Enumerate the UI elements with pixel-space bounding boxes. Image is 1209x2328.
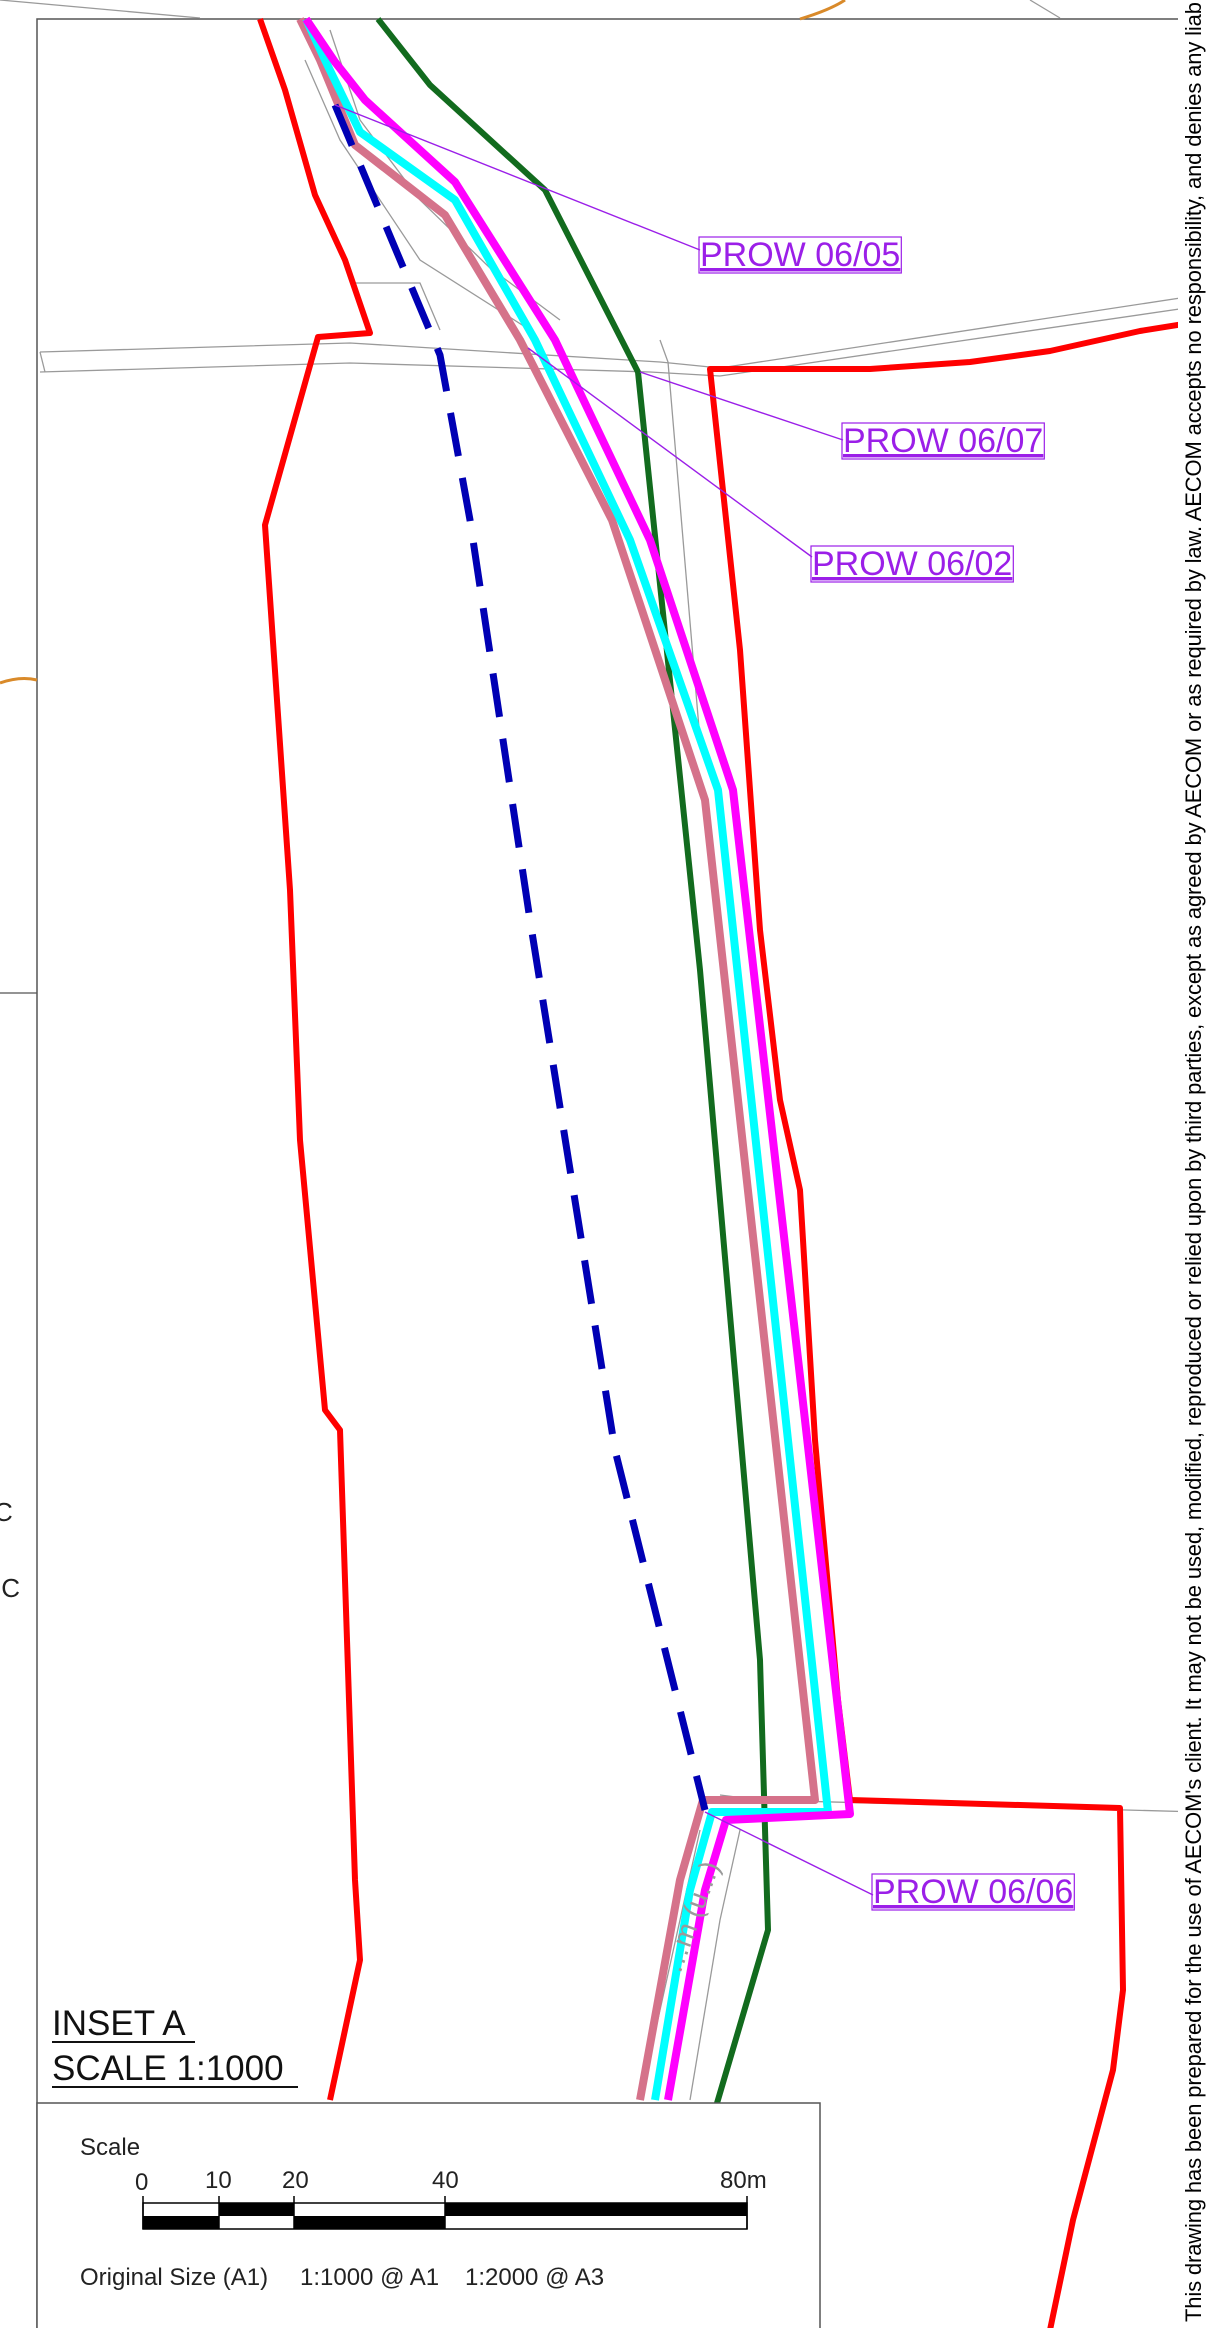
prow-label-box xyxy=(841,422,1045,460)
inset-scale: SCALE 1:1000 xyxy=(52,2049,284,2088)
red-boundary xyxy=(257,18,1209,2328)
ratio-a1: 1:1000 @ A1 xyxy=(300,2264,439,2291)
inset-title: INSET A xyxy=(52,2004,186,2043)
prow-label-06-06: PROW 06/06 xyxy=(873,1873,1073,1911)
orange-boundary-left xyxy=(0,677,38,685)
leader-prow-06-07 xyxy=(639,371,844,441)
scale-tick-10: 10 xyxy=(205,2167,232,2194)
scale-tick-80: 80m xyxy=(720,2167,767,2194)
side-fragment-2: IC xyxy=(0,1573,20,1603)
disclaimer-text: This drawing has been prepared for the u… xyxy=(1181,2,1206,2322)
leader-prow-06-05 xyxy=(334,104,701,251)
orange-boundary-top xyxy=(799,0,846,21)
prow-label-box xyxy=(698,236,902,274)
cyan-route xyxy=(302,17,832,2101)
inset-frame xyxy=(36,18,1209,2328)
green-route xyxy=(375,17,771,2111)
leader-prow-06-02 xyxy=(527,347,813,558)
pink-route xyxy=(296,17,819,2101)
prow-label-box xyxy=(871,1873,1075,1911)
road-name-label: …m (u...) xyxy=(657,1857,726,1977)
scale-panel: Scale 0 10 20 40 80m Original Size (A1) … xyxy=(36,2102,821,2328)
original-size-label: Original Size (A1) xyxy=(80,2264,268,2291)
prow-label-box xyxy=(810,545,1014,583)
road-linework xyxy=(0,0,1201,2101)
leader-prow-06-06 xyxy=(704,1811,874,1896)
prow-label-06-05: PROW 06/05 xyxy=(700,236,900,274)
label-leaders xyxy=(334,104,874,1896)
prow-label-06-02: PROW 06/02 xyxy=(812,545,1012,583)
ratio-a3: 1:2000 @ A3 xyxy=(465,2264,604,2291)
scale-tick-0: 0 xyxy=(135,2169,148,2196)
prow-label-06-07: PROW 06/07 xyxy=(843,422,1043,460)
scale-bar xyxy=(142,2196,748,2230)
scale-title: Scale xyxy=(80,2134,140,2161)
side-fragment-1: C xyxy=(0,1497,13,1527)
prow-dashed-route xyxy=(331,103,709,1811)
magenta-route xyxy=(302,16,854,2101)
scale-tick-20: 20 xyxy=(282,2167,309,2194)
disclaimer-strip xyxy=(1178,0,1209,2328)
scale-tick-40: 40 xyxy=(432,2167,459,2194)
